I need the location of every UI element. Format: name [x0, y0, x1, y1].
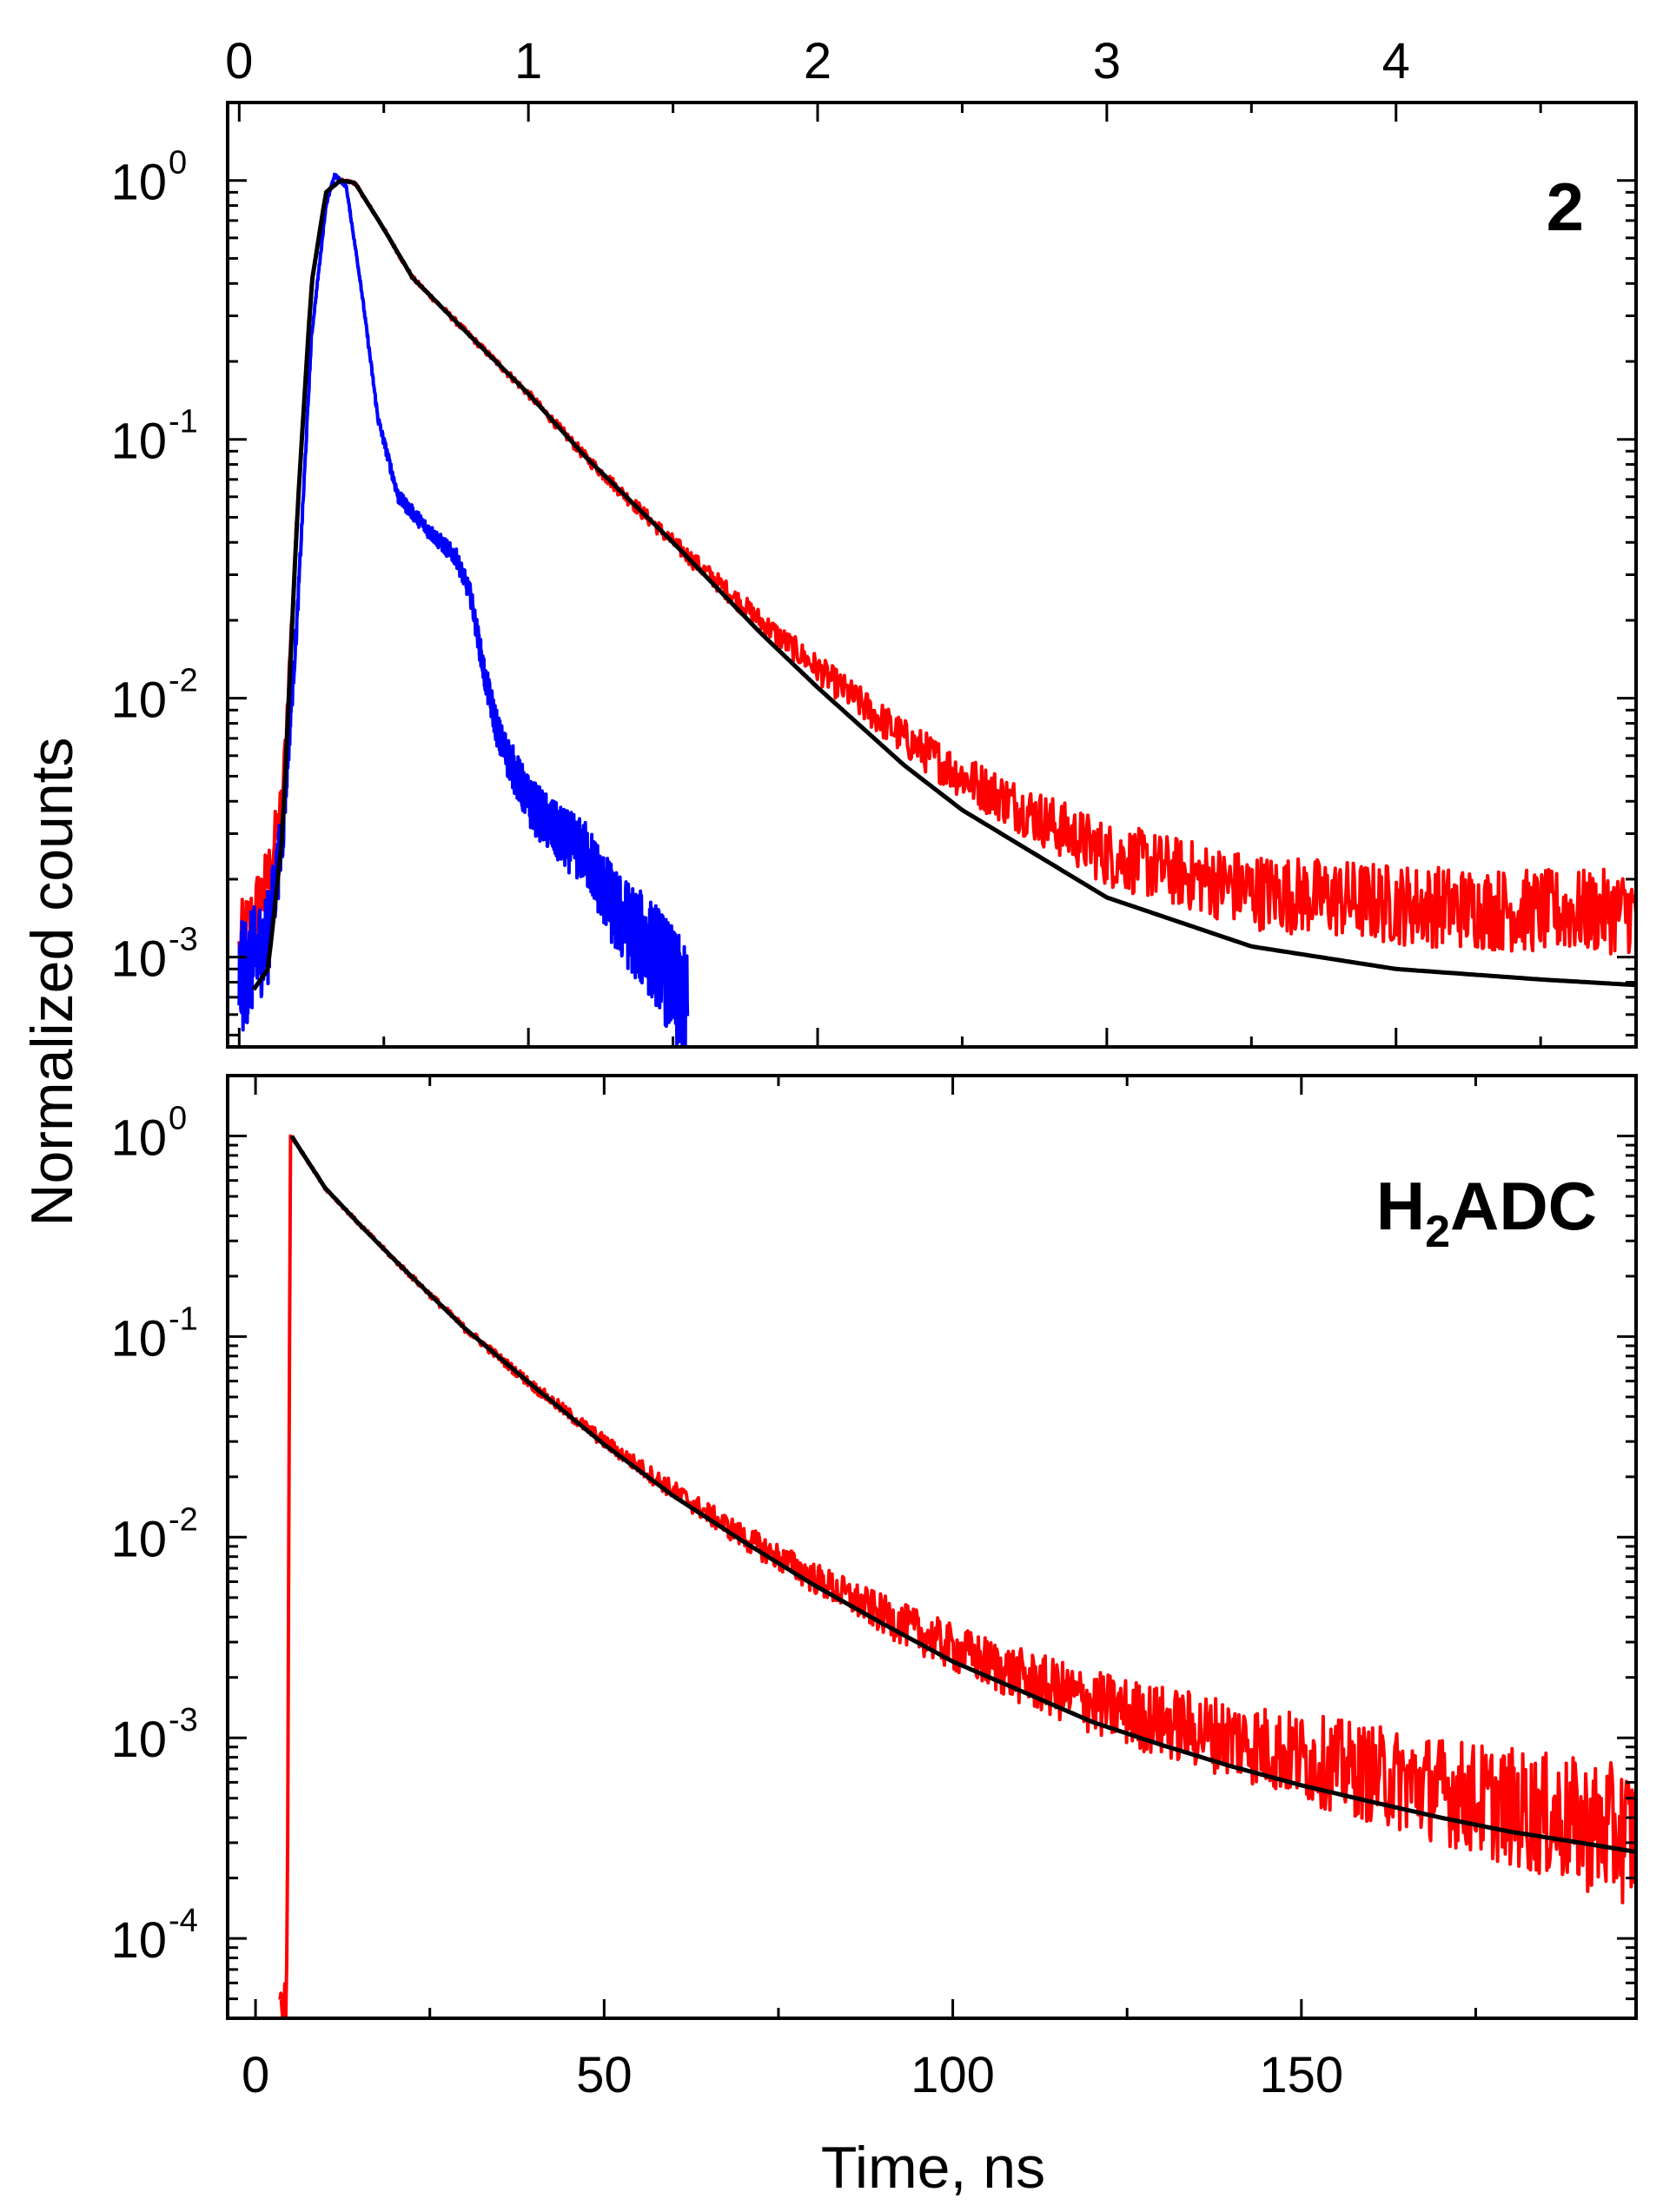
y-tick-exponent: -1 [169, 404, 198, 440]
series-fit-bottom [289, 1135, 1636, 1854]
y-tick-label: 10 [110, 1912, 167, 1969]
panel-label-bottom-sub: 2 [1425, 1207, 1450, 1257]
y-tick-exponent: 0 [169, 145, 187, 182]
x-tick-label: 0 [242, 2047, 269, 2103]
y-tick-label: 10 [110, 414, 167, 470]
y-tick-exponent: -4 [169, 1903, 198, 1939]
x-tick-label: 50 [576, 2047, 633, 2103]
top-axes: 10 010 -110 -210 -30 1 2 3 4 [110, 33, 1638, 1049]
panel-label-bottom: H2ADC [1376, 1168, 1597, 1257]
y-tick-label: 10 [110, 931, 167, 988]
y-tick-label: 10 [110, 1712, 167, 1768]
y-tick-exponent: -1 [169, 1301, 198, 1337]
x-tick-label: 100 [911, 2047, 995, 2103]
x-tick-label: 4 [1382, 33, 1410, 89]
x-tick-label: 150 [1259, 2047, 1343, 2103]
bottom-axes: 10 010 -110 -210 -310 -40 50 100 150 [110, 1074, 1638, 2103]
panel-label-bottom-rest: ADC [1450, 1168, 1597, 1244]
series-fit-top [251, 178, 1636, 991]
panel-label-bottom-main: H [1376, 1168, 1425, 1244]
y-axis-label: Normalized counts [19, 737, 85, 1226]
panel-bottom: 10 010 -110 -210 -310 -40 50 100 150 H2ADC [110, 1074, 1638, 2103]
panel-label-top: 2 [1547, 169, 1584, 245]
y-tick-label: 10 [110, 1511, 167, 1567]
series-measured-decay-top [237, 177, 1636, 977]
top-traces [237, 172, 1636, 1047]
y-tick-label: 10 [110, 1310, 167, 1367]
y-tick-label: 10 [110, 672, 167, 729]
y-tick-exponent: -3 [169, 1702, 198, 1738]
panel-top: 10 010 -110 -210 -30 1 2 3 4 2 [110, 33, 1638, 1049]
x-tick-label: 1 [514, 33, 542, 89]
y-tick-exponent: -2 [169, 1501, 198, 1538]
y-tick-exponent: 0 [169, 1101, 187, 1137]
y-tick-exponent: -3 [169, 922, 198, 958]
x-axis-label: Time, ns [821, 2135, 1045, 2201]
bottom-traces [278, 1134, 1636, 2018]
y-tick-label: 10 [110, 1110, 167, 1167]
series-instrument-response-top [237, 172, 690, 1047]
y-tick-label: 10 [110, 155, 167, 211]
series-measured-decay-bottom [278, 1134, 1636, 2018]
x-tick-label: 3 [1093, 33, 1121, 89]
x-tick-label: 2 [804, 33, 832, 89]
y-tick-exponent: -2 [169, 663, 198, 699]
x-tick-label: 0 [225, 33, 253, 89]
